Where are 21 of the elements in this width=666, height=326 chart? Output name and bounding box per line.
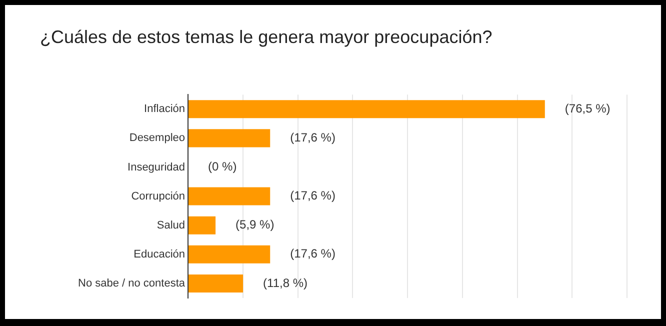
data-label: (17,6 %) <box>290 246 336 261</box>
data-label: (76,5 %) <box>564 101 610 116</box>
y-tick-label: Salud <box>156 219 186 232</box>
y-tick-label: No sabe / no contesta <box>78 278 186 290</box>
bar <box>188 100 545 118</box>
bar <box>188 245 270 264</box>
chart-title: ¿Cuáles de estos temas le genera mayor preocupación? <box>40 27 492 48</box>
y-tick-label: Corrupción <box>131 190 186 202</box>
bar <box>188 274 244 292</box>
y-tick-label: Inflación <box>144 103 186 116</box>
data-label: (0 %) <box>208 160 237 174</box>
bar <box>188 187 270 206</box>
data-label: (11,8 %) <box>263 276 308 290</box>
data-label: (17,6 %) <box>290 130 336 144</box>
bar <box>188 129 270 148</box>
data-label: (5,9 %) <box>236 218 274 232</box>
y-tick-label: Inseguridad <box>128 161 186 174</box>
y-tick-label: Educación <box>134 248 186 260</box>
y-tick-label: Desempleo <box>129 132 186 144</box>
bar <box>188 216 216 234</box>
data-label: (17,6 %) <box>290 188 336 203</box>
